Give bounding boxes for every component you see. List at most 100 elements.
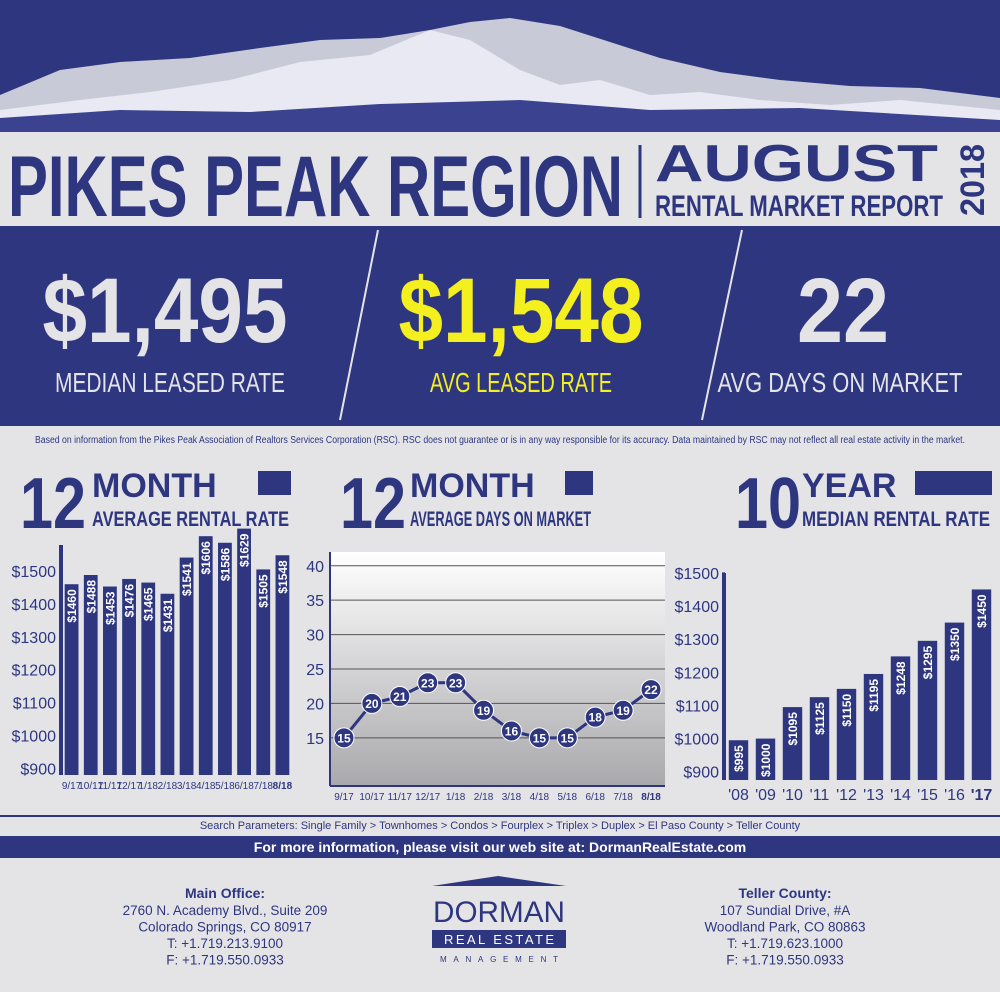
y-tick-label: 25 <box>306 662 324 679</box>
stat-value: $1,548 <box>399 260 644 362</box>
point-label: 23 <box>449 676 463 690</box>
point-label: 19 <box>616 704 630 718</box>
stats-band <box>0 226 1000 426</box>
chart-title-unit: YEAR <box>802 467 896 505</box>
bar-label: $1450 <box>975 594 989 628</box>
x-tick-label: 9/17 <box>334 792 354 803</box>
chart-title-number: 12 <box>20 464 86 544</box>
point-label: 19 <box>477 704 491 718</box>
bar-label: $1195 <box>867 679 881 712</box>
x-tick-label: 7/18 <box>254 781 274 792</box>
y-tick-label: $1100 <box>676 698 719 715</box>
x-tick-label: 12/17 <box>117 781 142 792</box>
bar <box>122 578 136 775</box>
stat-divider <box>701 229 743 421</box>
bar-label: $1095 <box>786 712 800 746</box>
chart-title: AVERAGE DAYS ON MARKET <box>410 508 591 531</box>
bar <box>198 536 213 775</box>
bar <box>944 622 965 780</box>
office-line: 2760 N. Academy Blvd., Suite 209 <box>123 903 328 918</box>
stat-label: AVG LEASED RATE <box>430 367 612 398</box>
x-tick-label: 2/18 <box>158 781 178 792</box>
x-tick-label: '09 <box>755 787 776 804</box>
chart: 10 YEAR MEDIAN RENTAL RATE $900 $1000 $1100 $1… <box>675 464 993 804</box>
search-params: Search Parameters: Single Family > Townh… <box>200 820 801 832</box>
bar-label: $1606 <box>199 541 213 575</box>
chart-title-unit: MONTH <box>410 467 535 505</box>
point-label: 15 <box>561 731 575 745</box>
chart: 12 MONTH AVERAGE RENTAL RATE $900 $1000 $1100… <box>12 464 293 792</box>
offices: Main Office: 2760 N. Academy Blvd., Suite… <box>123 885 866 968</box>
stat-divider <box>339 229 379 421</box>
month: AUGUST <box>655 135 938 193</box>
point <box>584 706 606 728</box>
x-tick-label: 5/18 <box>558 792 578 803</box>
office-line: Colorado Springs, CO 80917 <box>138 920 311 935</box>
chart-title: MEDIAN RENTAL RATE <box>802 508 990 531</box>
point-label: 22 <box>644 683 658 697</box>
x-tick-label: 11/17 <box>388 792 413 803</box>
x-tick-label: '08 <box>728 787 749 804</box>
bar <box>782 707 803 780</box>
x-tick-label: 8/18 <box>641 792 661 803</box>
stat-value: 22 <box>797 260 889 362</box>
year: 2018 <box>954 144 992 216</box>
logo-line1: REAL ESTATE <box>444 932 554 947</box>
title-bar <box>258 471 291 495</box>
x-tick-label: 10/17 <box>78 781 103 792</box>
x-tick-label: '16 <box>944 787 965 804</box>
bar-label: $1431 <box>161 598 175 632</box>
chart-title-unit: MONTH <box>92 467 217 505</box>
web-band <box>0 836 1000 858</box>
stat-label: MEDIAN LEASED RATE <box>55 367 285 398</box>
x-tick-label: '14 <box>890 787 911 804</box>
y-tick-label: 15 <box>306 731 324 748</box>
point <box>333 727 355 749</box>
bar <box>83 575 98 775</box>
x-tick-label: '17 <box>971 787 993 804</box>
x-tick-label: 9/17 <box>62 781 82 792</box>
office-title: Teller County: <box>738 885 831 901</box>
y-tick-label: 40 <box>306 559 324 576</box>
office-line: T: +1.719.213.9100 <box>167 936 283 951</box>
logo-line2: MANAGEMENT <box>440 955 558 964</box>
bar-label: $1248 <box>894 661 908 695</box>
x-tick-label: 12/17 <box>415 792 440 803</box>
y-tick-label: $1200 <box>12 663 57 680</box>
bar <box>218 542 232 775</box>
x-tick-label: '12 <box>836 787 857 804</box>
point <box>445 672 467 694</box>
bar <box>971 589 992 780</box>
x-tick-label: 4/18 <box>196 781 216 792</box>
title: PIKES PEAK REGION <box>8 139 623 235</box>
x-tick-label: 1/18 <box>139 781 159 792</box>
x-tick-label: '13 <box>863 787 884 804</box>
x-tick-label: 2/18 <box>474 792 494 803</box>
bar <box>755 738 776 780</box>
point-label: 15 <box>533 731 547 745</box>
x-tick-label: 6/18 <box>585 792 605 803</box>
bar-label: $1476 <box>123 584 137 618</box>
y-tick-label: $1400 <box>675 599 720 616</box>
chart: 12 MONTH AVERAGE DAYS ON MARKET 15 20 25 30 35 4… <box>306 464 665 803</box>
point-label: 20 <box>365 697 379 711</box>
header-band <box>0 132 1000 226</box>
x-tick-label: '15 <box>917 787 938 804</box>
bar-label: $1125 <box>813 702 827 735</box>
y-tick-label: $1400 <box>12 597 57 614</box>
bar-label: $1150 <box>840 694 854 727</box>
y-tick-label: $1500 <box>675 566 720 583</box>
point <box>640 679 662 701</box>
bar <box>809 697 830 780</box>
y-tick-label: $900 <box>683 765 719 782</box>
office-line: F: +1.719.550.0933 <box>726 953 843 968</box>
x-tick-label: 5/18 <box>215 781 235 792</box>
bar-label: $1488 <box>84 580 98 614</box>
subtitle: RENTAL MARKET REPORT <box>655 190 943 223</box>
x-tick-label: 6/18 <box>234 781 254 792</box>
x-tick-label: 7/18 <box>613 792 633 803</box>
bar-label: $1505 <box>257 574 271 608</box>
point-label: 16 <box>505 724 519 738</box>
